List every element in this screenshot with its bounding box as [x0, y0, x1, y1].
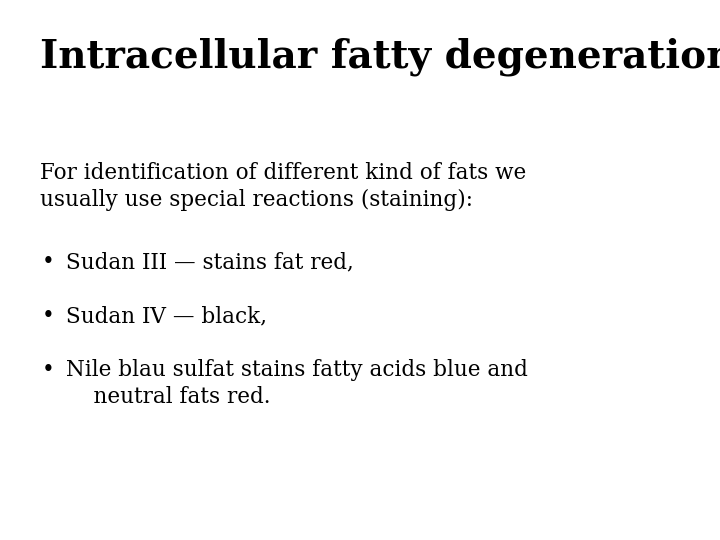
- Text: •: •: [42, 251, 55, 273]
- Text: Sudan IV — black,: Sudan IV — black,: [66, 305, 267, 327]
- Text: •: •: [42, 305, 55, 327]
- Text: For identification of different kind of fats we
usually use special reactions (s: For identification of different kind of …: [40, 162, 526, 211]
- Text: Intracellular fatty degenerations: Intracellular fatty degenerations: [40, 38, 720, 76]
- Text: Sudan III — stains fat red,: Sudan III — stains fat red,: [66, 251, 354, 273]
- Text: Nile blau sulfat stains fatty acids blue and
    neutral fats red.: Nile blau sulfat stains fatty acids blue…: [66, 359, 528, 408]
- Text: •: •: [42, 359, 55, 381]
